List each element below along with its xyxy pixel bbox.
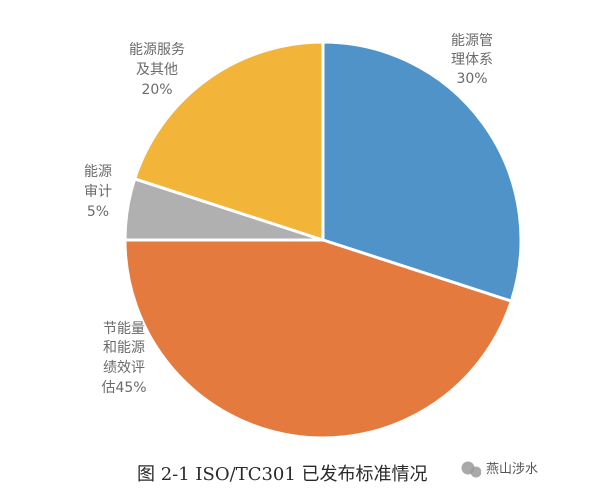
label-prefix: 估	[101, 380, 115, 396]
slice-energy-savings-performance	[123, 238, 513, 440]
svg-text:30%: 30%	[456, 71, 487, 87]
label-energy-audit: 能源 审计 5%	[84, 164, 112, 220]
label-value: 30%	[456, 71, 487, 87]
svg-text:能源服务: 能源服务	[129, 42, 185, 58]
svg-text:理体系: 理体系	[451, 52, 493, 68]
label-line: 能源服务	[129, 42, 185, 58]
slice-energy-management-systems	[321, 40, 523, 303]
label-line: 能源	[84, 164, 112, 180]
svg-text:估45%: 估45%	[101, 380, 146, 396]
label-energy-services-other: 能源服务 及其他 20%	[129, 42, 185, 98]
svg-text:节能量: 节能量	[103, 321, 145, 337]
label-line: 绩效评	[103, 360, 145, 376]
slice-energy-services-other	[133, 40, 325, 242]
watermark-backdrop	[481, 459, 537, 477]
watermark-text: 燕山涉水	[486, 462, 538, 477]
svg-text:和能源: 和能源	[103, 340, 145, 356]
svg-text:能源: 能源	[84, 164, 112, 180]
label-value: 5%	[87, 204, 109, 220]
label-value: 20%	[141, 82, 172, 98]
label-line: 能源管	[451, 33, 493, 49]
svg-text:能源管: 能源管	[451, 33, 493, 49]
watermark: 燕山涉水	[461, 459, 538, 478]
label-energy-savings-performance: 节能量 和能源 绩效评 估45%	[101, 321, 146, 396]
svg-text:20%: 20%	[141, 82, 172, 98]
svg-text:5%: 5%	[87, 204, 109, 220]
figure-caption: 图 2-1 ISO/TC301 已发布标准情况	[137, 464, 428, 485]
label-line: 审计	[84, 184, 112, 200]
svg-text:及其他: 及其他	[136, 62, 178, 78]
label-line: 和能源	[103, 340, 145, 356]
label-value: 45%	[115, 380, 146, 396]
label-line: 节能量	[103, 321, 145, 337]
svg-text:审计: 审计	[84, 184, 112, 200]
svg-text:绩效评: 绩效评	[103, 360, 145, 376]
pie-chart	[123, 40, 523, 440]
wechat-icon-secondary	[470, 466, 482, 478]
label-energy-management-systems: 能源管 理体系 30%	[451, 33, 493, 87]
label-line: 理体系	[451, 52, 493, 68]
label-line: 及其他	[136, 62, 178, 78]
